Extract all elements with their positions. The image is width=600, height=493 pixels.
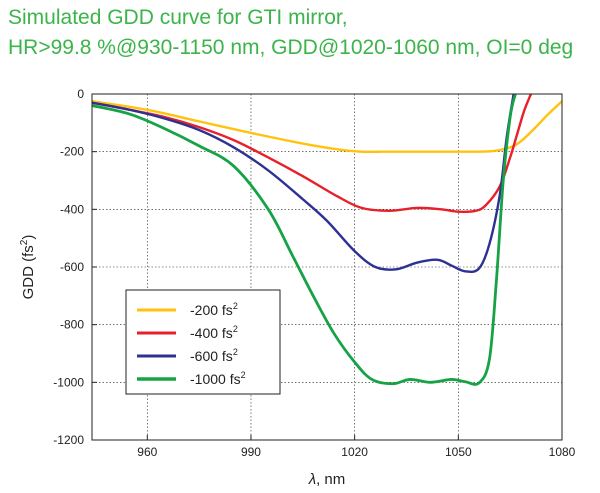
series-layer xyxy=(92,94,562,386)
y-axis-label: GDD (fs2) xyxy=(19,235,37,300)
y-tick-label: 0 xyxy=(77,87,84,101)
legend-box xyxy=(125,289,281,395)
chart-title-line-2: HR>99.8 %@930-1150 nm, GDD@1020-1060 nm,… xyxy=(8,36,574,59)
y-tick-label: -1200 xyxy=(53,433,84,447)
series-line-2 xyxy=(92,94,533,213)
legend: -200 fs2 -400 fs2 -600 fs2 -1000 fs2 xyxy=(125,289,281,395)
legend-label: -1000 fs2 xyxy=(190,370,246,387)
x-axis-label: λ, nm xyxy=(308,471,346,488)
chart-title-line-1: Simulated GDD curve for GTI mirror, xyxy=(8,6,348,29)
y-tick-label: -600 xyxy=(60,260,84,274)
y-tick-label: -800 xyxy=(60,318,84,332)
legend-label: -400 fs2 xyxy=(190,324,238,341)
ticks: 960 990 1020 1050 1080 0 -200 -400 -600 -800 -1000… xyxy=(53,87,575,459)
x-tick-label: 1080 xyxy=(549,445,576,459)
y-tick-label: -400 xyxy=(60,202,84,216)
x-tick-label: 990 xyxy=(241,445,261,459)
series-line-1 xyxy=(92,100,562,154)
y-tick-label: -1000 xyxy=(53,375,84,389)
legend-label: -600 fs2 xyxy=(190,347,238,364)
x-tick-label: 1020 xyxy=(341,445,368,459)
y-tick-label: -200 xyxy=(60,145,84,159)
series-line-4 xyxy=(92,94,517,386)
series-line-3 xyxy=(92,94,515,274)
x-tick-label: 960 xyxy=(137,445,157,459)
x-tick-label: 1050 xyxy=(445,445,472,459)
legend-label: -200 fs2 xyxy=(190,301,238,318)
